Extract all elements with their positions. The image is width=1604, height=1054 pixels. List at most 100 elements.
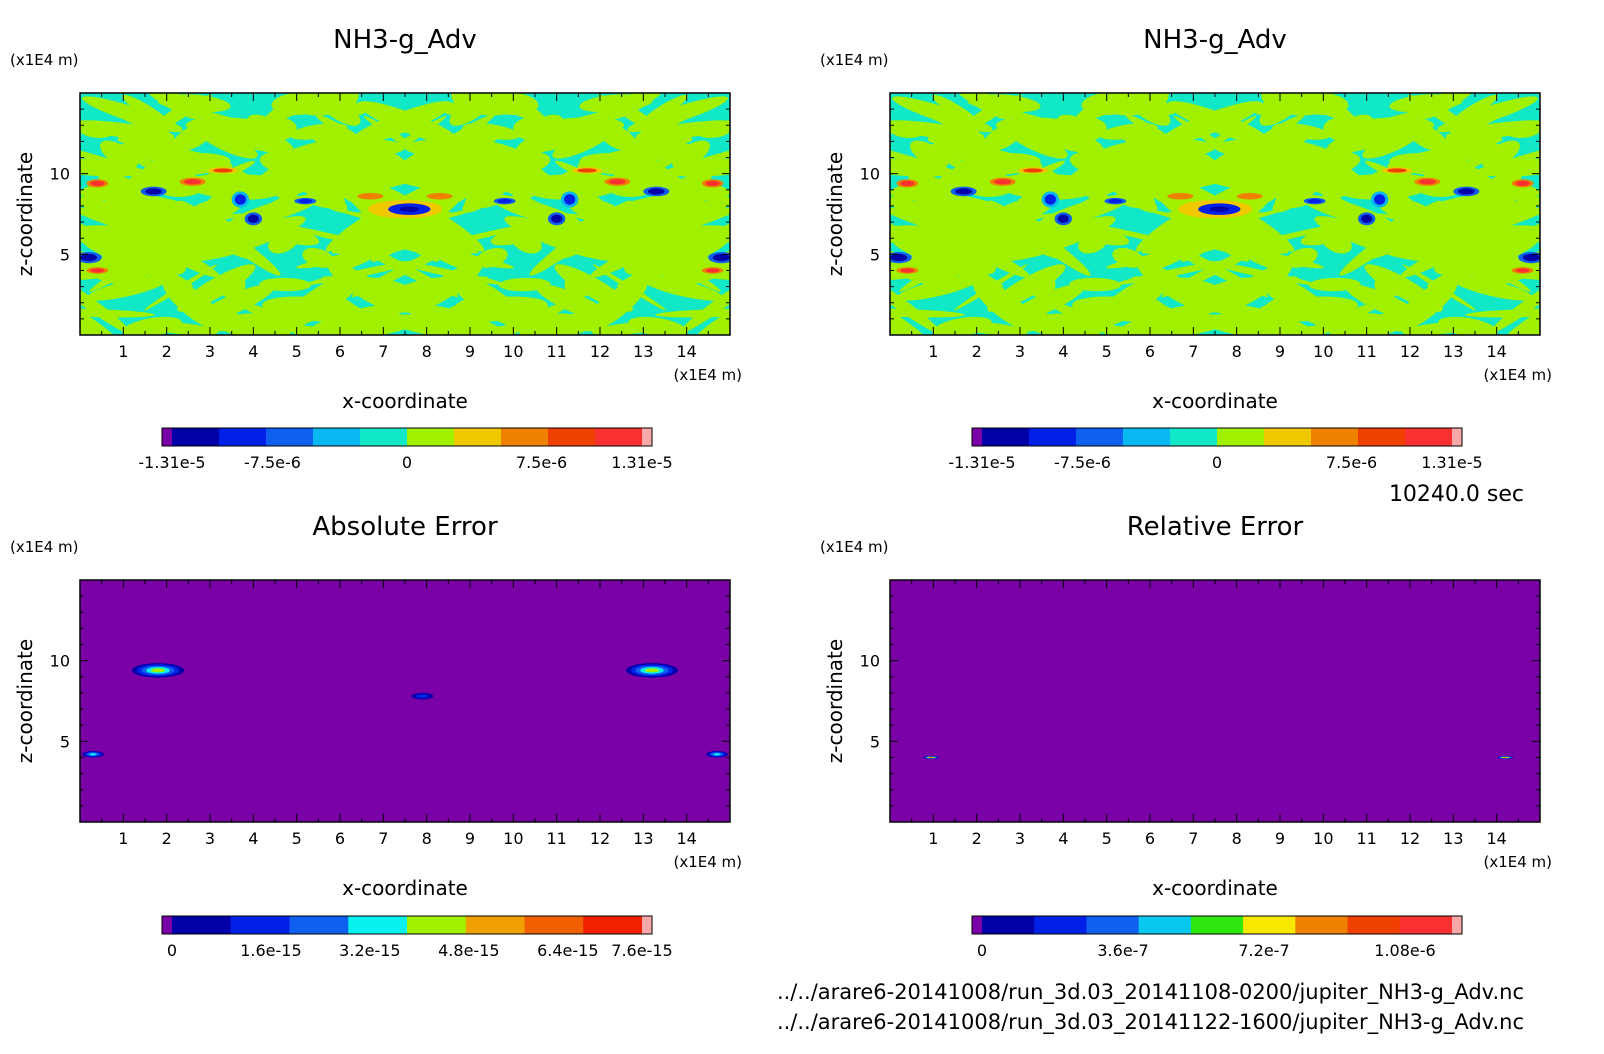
field-patch xyxy=(976,94,1041,112)
field-patch xyxy=(592,264,666,311)
field-patch xyxy=(511,230,542,254)
field-patch xyxy=(899,230,1002,292)
field-patch xyxy=(987,264,1066,312)
field-patch xyxy=(266,179,308,191)
x-tick-label: 10 xyxy=(1313,342,1333,361)
y-axis-unit: (x1E4 m) xyxy=(820,51,889,69)
colorbar-swatch xyxy=(348,916,408,934)
x-tick-label: 1 xyxy=(118,829,128,848)
field-patch xyxy=(1078,230,1109,254)
field-patch xyxy=(645,163,691,199)
field-patch xyxy=(890,157,955,177)
field-patch xyxy=(980,161,1020,174)
field-patch xyxy=(1400,143,1507,166)
field-patch xyxy=(590,143,697,166)
field-patch xyxy=(1288,151,1361,179)
x-tick-label: 14 xyxy=(676,342,696,361)
x-tick-label: 11 xyxy=(1356,342,1376,361)
field-patch xyxy=(896,276,980,301)
x-tick-label: 8 xyxy=(422,829,432,848)
field-patch xyxy=(1364,264,1443,312)
x-tick-label: 13 xyxy=(1443,342,1463,361)
field-feature xyxy=(1236,193,1263,200)
field-patch xyxy=(89,230,192,292)
field-patch xyxy=(579,94,644,112)
x-tick-label: 6 xyxy=(335,342,345,361)
field-patch xyxy=(434,154,538,204)
field-patch xyxy=(1352,303,1439,335)
y-tick-label: 10 xyxy=(50,652,70,671)
field-patch xyxy=(991,303,1078,335)
x-tick-label: 14 xyxy=(676,829,696,848)
colorbar-tick-label: -7.5e-6 xyxy=(1054,453,1111,472)
field-patch xyxy=(144,264,218,311)
colorbar-swatch xyxy=(1190,916,1244,934)
field-patch xyxy=(192,216,306,261)
chart-title: Absolute Error xyxy=(312,512,498,542)
plot-area xyxy=(890,580,1540,822)
colorbar-swatch xyxy=(1452,428,1463,446)
footer-file-path-2: ../../arare6-20141008/run_3d.03_20141122… xyxy=(776,1010,1524,1034)
x-tick-label: 2 xyxy=(972,829,982,848)
x-tick-label: 8 xyxy=(422,342,432,361)
field-patch xyxy=(929,163,975,199)
field-feature xyxy=(608,179,626,185)
field-patch xyxy=(80,273,131,334)
x-tick-label: 3 xyxy=(205,829,215,848)
field-patch xyxy=(618,230,721,292)
field-patch xyxy=(86,276,170,301)
field-patch xyxy=(890,215,947,258)
field-patch xyxy=(1226,276,1299,301)
y-tick-label: 5 xyxy=(60,732,70,751)
field-patch xyxy=(80,205,149,236)
colorbar-swatch xyxy=(266,428,314,446)
field-patch xyxy=(305,125,412,174)
error-feature xyxy=(89,753,97,756)
x-tick-label: 9 xyxy=(465,342,475,361)
field-patch xyxy=(80,215,137,258)
field-patch xyxy=(1312,179,1354,191)
y-axis-label: z-coordinate xyxy=(823,152,847,276)
x-tick-label: 8 xyxy=(1232,829,1242,848)
error-feature xyxy=(644,668,660,673)
field-feature xyxy=(705,268,720,273)
field-patch xyxy=(272,154,376,204)
colorbar-swatch xyxy=(642,916,653,934)
chart-panel-3: Absolute Error(x1E4 m)1 2 3 4 5 6 7 8 9 10 11 12 13 1… xyxy=(10,512,742,960)
field-patch xyxy=(478,151,551,179)
x-tick-label: 4 xyxy=(1058,829,1068,848)
x-tick-label: 6 xyxy=(1145,342,1155,361)
colorbar-swatch xyxy=(172,428,220,446)
field-feature xyxy=(1057,214,1069,224)
field-patch xyxy=(1141,182,1251,254)
x-tick-label: 12 xyxy=(590,829,610,848)
field-feature xyxy=(712,253,730,262)
field-feature xyxy=(890,253,908,262)
field-feature xyxy=(564,194,576,205)
field-patch xyxy=(932,94,981,126)
colorbar-swatch xyxy=(1399,916,1453,934)
plot-background xyxy=(890,580,1540,822)
x-tick-label: 5 xyxy=(1102,342,1112,361)
field-feature xyxy=(1457,188,1475,195)
y-axis-label: z-coordinate xyxy=(13,152,37,276)
x-tick-label: 10 xyxy=(1313,829,1333,848)
field-patch xyxy=(320,162,388,202)
field-feature xyxy=(1108,198,1123,204)
field-patch xyxy=(1401,194,1510,237)
colorbar-swatch xyxy=(172,916,232,934)
error-feature xyxy=(713,753,721,756)
x-axis-unit: (x1E4 m) xyxy=(1483,366,1552,384)
field-patch xyxy=(1402,264,1476,311)
field-patch xyxy=(504,216,618,261)
field-patch xyxy=(624,252,654,275)
field-feature xyxy=(900,268,915,273)
colorbar-swatch xyxy=(1034,916,1087,934)
x-axis-unit: (x1E4 m) xyxy=(673,366,742,384)
field-feature xyxy=(647,188,665,195)
field-patch xyxy=(1106,241,1234,269)
x-tick-label: 9 xyxy=(1275,342,1285,361)
field-patch xyxy=(216,98,329,139)
x-tick-label: 1 xyxy=(118,342,128,361)
field-patch xyxy=(1130,162,1198,202)
